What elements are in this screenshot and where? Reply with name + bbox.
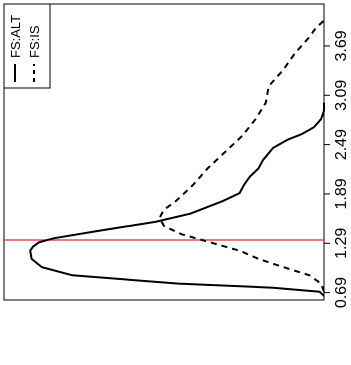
series-group: [29, 19, 325, 297]
legend-label: FS:ALT: [8, 15, 23, 58]
x-axis-ticks: 0.69 1.29 1.89 2.49 3.09 3.69: [324, 30, 350, 308]
legend: FS:ALT FS:IS: [3, 3, 51, 89]
series-line-solid: [29, 102, 325, 297]
plot-frame: [3, 3, 325, 301]
plot-area-rotated: 0.69 1.29 1.89 2.49 3.09 3.69 FS:ALT FS:IS: [3, 3, 350, 308]
x-tick-label: 2.49: [333, 129, 350, 160]
x-tick-label: 3.69: [333, 30, 350, 61]
x-tick-label: 0.69: [333, 277, 350, 308]
x-tick-label: 3.09: [333, 80, 350, 111]
x-tick-label: 1.89: [333, 178, 350, 209]
x-tick-label: 1.29: [333, 228, 350, 259]
legend-label: FS:IS: [27, 25, 42, 58]
series-line-dashed: [158, 19, 325, 293]
